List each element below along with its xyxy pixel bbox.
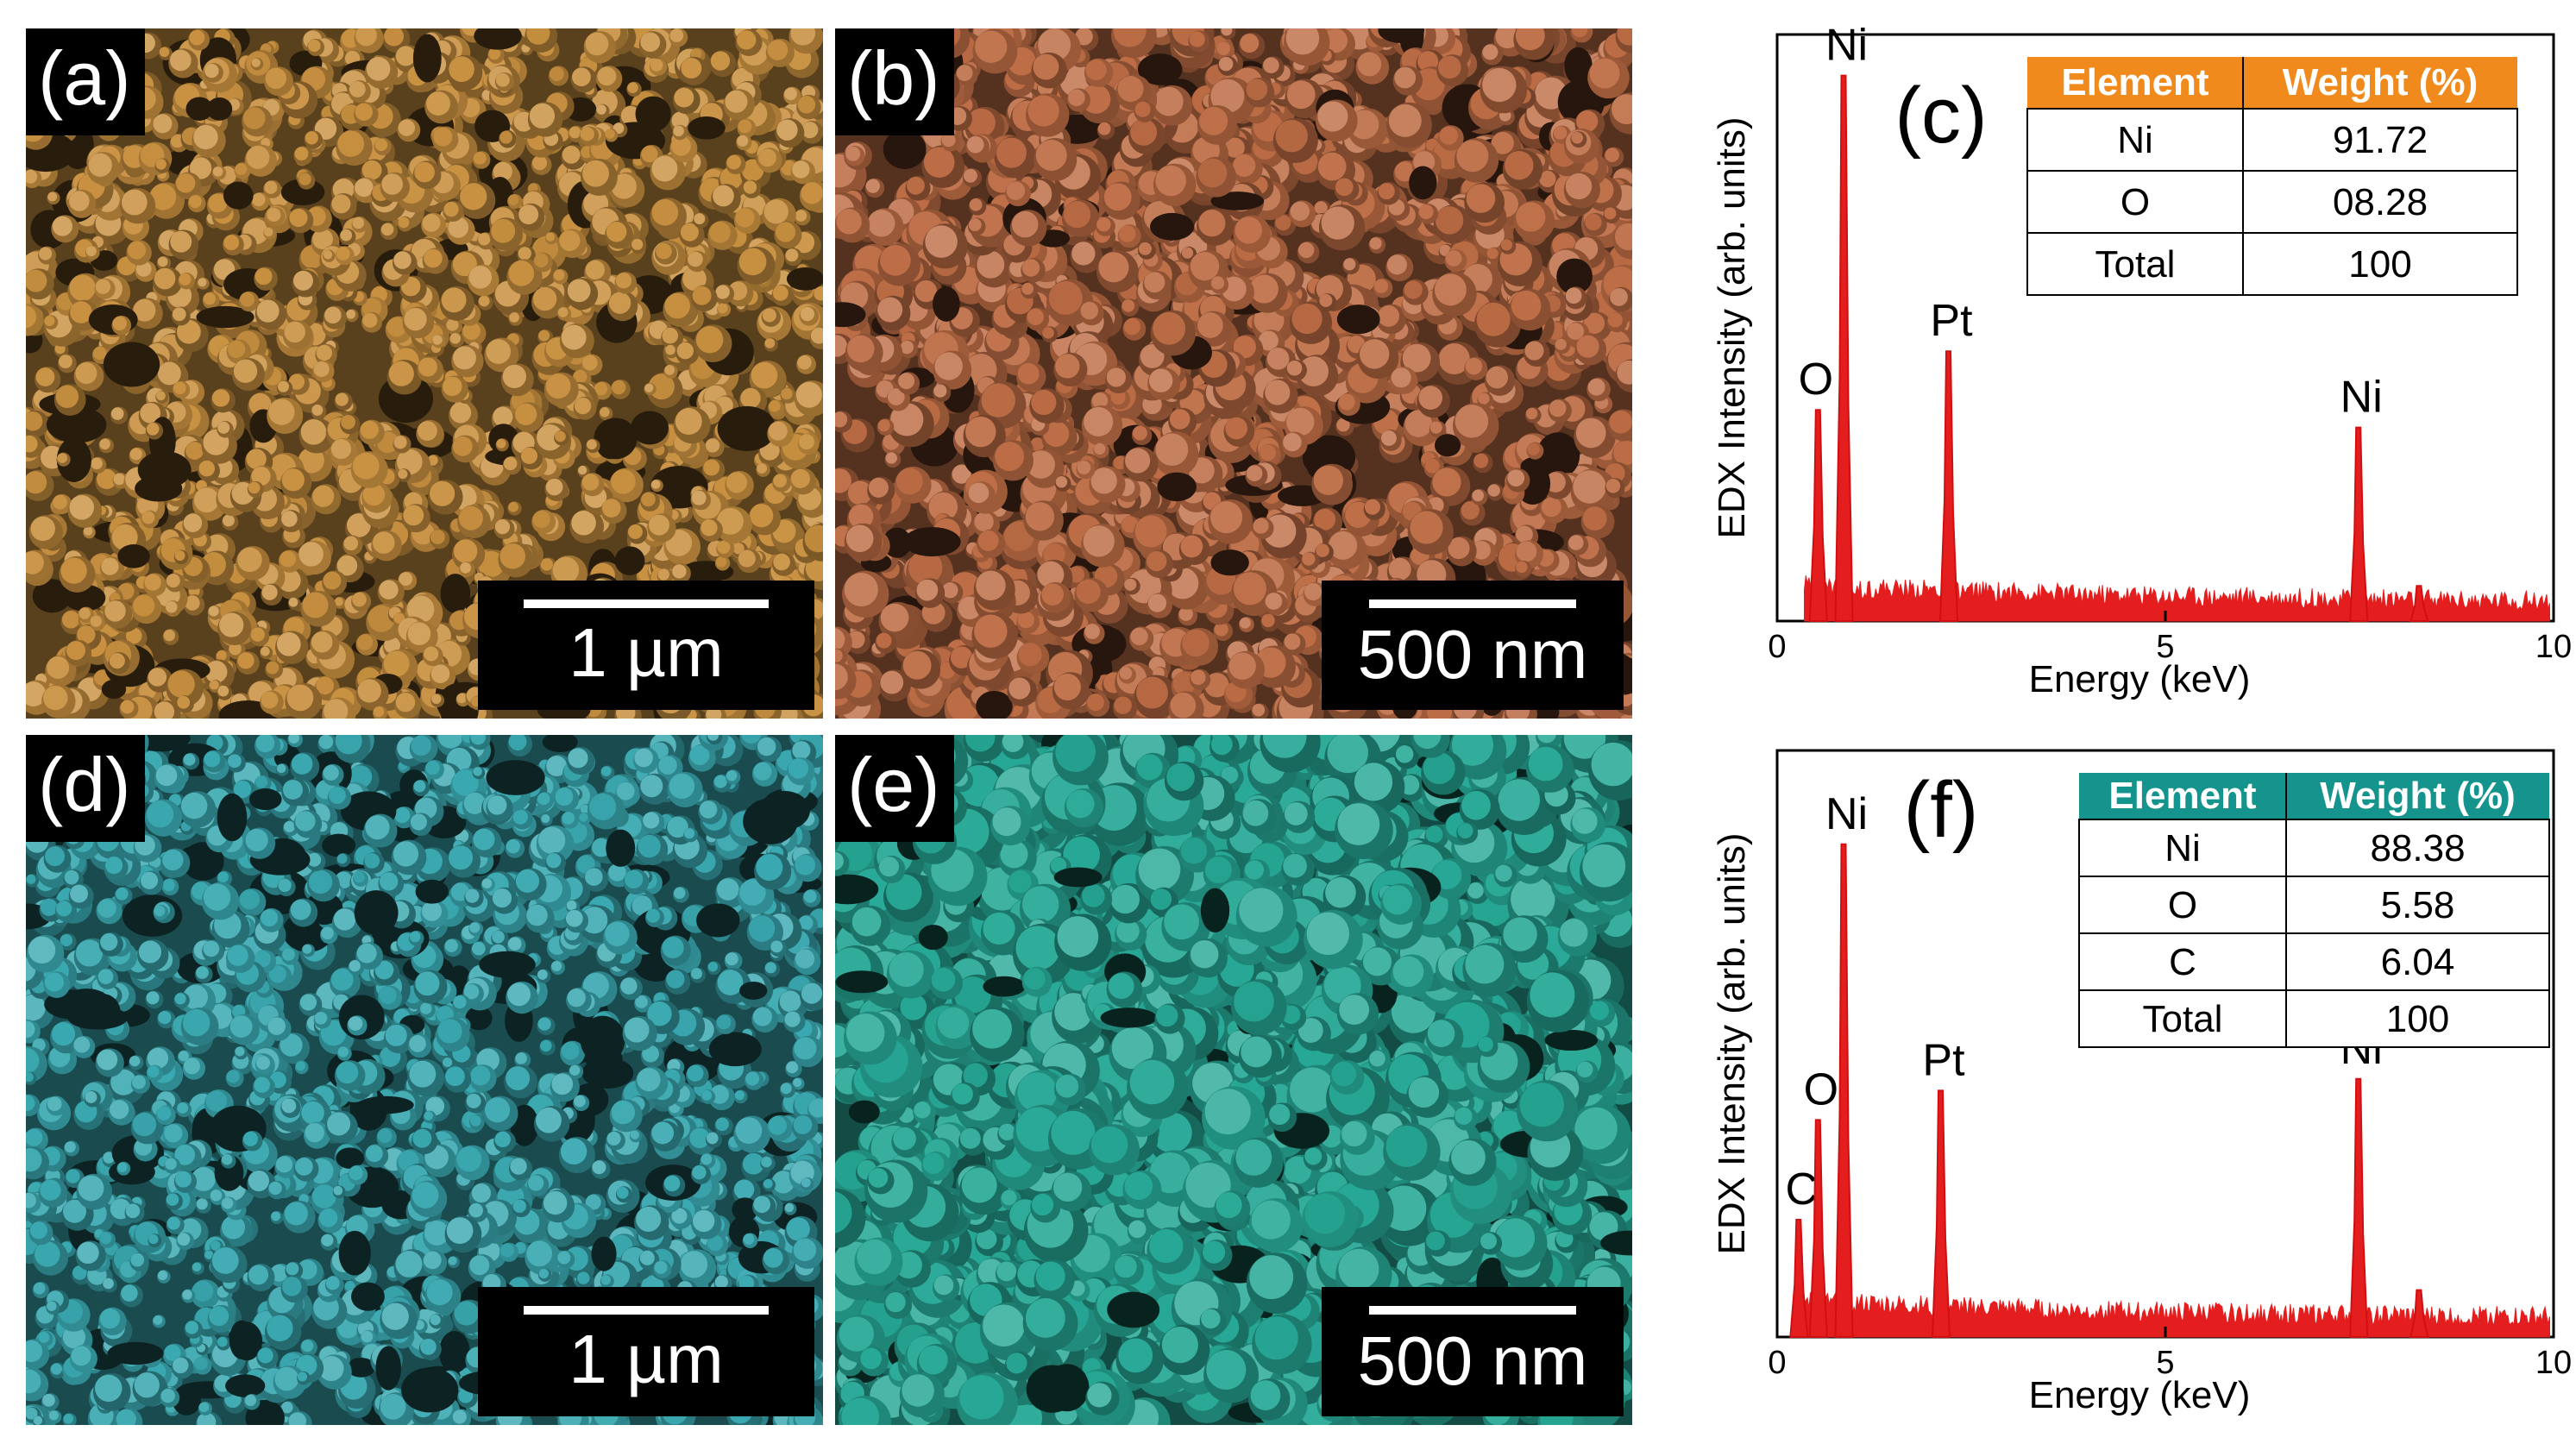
edx-chart-f: C O Ni Pt Ni 0 5 10 Energy (keV) EDX Intensity (a… bbox=[1682, 742, 2572, 1423]
x-axis-label-f: Energy (keV) bbox=[2029, 1374, 2251, 1416]
panel-label-c: (c) bbox=[1894, 72, 1987, 160]
scale-bar-line-b bbox=[1369, 599, 1576, 608]
table-cell-f-0-0: Ni bbox=[2164, 827, 2201, 869]
scale-bar-label-a: 1 µm bbox=[569, 614, 724, 691]
table-cell-c-2-1: 100 bbox=[2348, 243, 2411, 286]
peak-c-4 bbox=[2410, 585, 2429, 622]
x-axis-label-c: Energy (keV) bbox=[2029, 658, 2251, 700]
peak-label-c-2: Pt bbox=[1930, 296, 1973, 346]
scale-bar-line-d bbox=[524, 1306, 769, 1315]
scale-bar-b: 500 nm bbox=[1322, 581, 1624, 710]
peak-f-1 bbox=[1808, 1119, 1828, 1338]
table-cell-c-0-0: Ni bbox=[2117, 119, 2153, 161]
table-cell-c-1-1: 08.28 bbox=[2333, 181, 2428, 223]
scale-bar-a: 1 µm bbox=[478, 581, 814, 710]
table-header-bg-c bbox=[2027, 57, 2517, 109]
peak-c-2 bbox=[1938, 350, 1959, 622]
table-cell-c-1-0: O bbox=[2120, 181, 2150, 223]
peak-label-c-3: Ni bbox=[2340, 373, 2383, 423]
peak-label-c-0: O bbox=[1799, 355, 1833, 405]
peak-label-c-1: Ni bbox=[1825, 21, 1868, 71]
peak-f-4 bbox=[2349, 1077, 2369, 1338]
peak-f-0 bbox=[1789, 1219, 1809, 1338]
peak-c-0 bbox=[1808, 409, 1828, 622]
table-body-c bbox=[2026, 108, 2518, 296]
table-cell-f-2-1: 6.04 bbox=[2381, 941, 2455, 983]
scale-bar-label-b: 500 nm bbox=[1357, 616, 1588, 693]
sem-texture-d bbox=[26, 735, 823, 1425]
sem-image-b: (b) 500 nm bbox=[835, 28, 1632, 719]
edx-chart-c-svg: O Ni Pt Ni 0 5 10 Energy (keV) EDX Intensity (ar… bbox=[1711, 21, 2572, 700]
y-axis-label-c: EDX Intensity (arb. units) bbox=[1711, 116, 1753, 538]
sem-texture-e bbox=[835, 735, 1632, 1425]
table-header-bg-f bbox=[2079, 773, 2549, 819]
table-header-f-1: Weight (%) bbox=[2320, 775, 2516, 817]
x-tick-label-f-1: 5 bbox=[2156, 1345, 2174, 1381]
x-tick-label-f-0: 0 bbox=[1768, 1345, 1786, 1381]
scale-bar-e: 500 nm bbox=[1322, 1287, 1624, 1416]
table-cell-f-1-1: 5.58 bbox=[2381, 884, 2455, 926]
edx-chart-c: O Ni Pt Ni 0 5 10 Energy (keV) EDX Intensity (ar… bbox=[1682, 21, 2572, 707]
panel-label-d: (d) bbox=[26, 735, 145, 842]
table-cell-f-0-1: 88.38 bbox=[2370, 827, 2465, 869]
table-cell-c-2-0: Total bbox=[2095, 243, 2176, 286]
scale-bar-line-a bbox=[524, 599, 769, 608]
peak-c-3 bbox=[2349, 426, 2369, 622]
table-cell-f-2-0: C bbox=[2169, 941, 2196, 983]
peak-label-f-2: Ni bbox=[1825, 789, 1868, 839]
sem-image-d: (d) 1 µm bbox=[26, 735, 823, 1425]
scale-bar-line-e bbox=[1369, 1306, 1576, 1315]
table-cell-c-0-1: 91.72 bbox=[2333, 119, 2428, 161]
x-tick-label-c-0: 0 bbox=[1768, 629, 1786, 665]
panel-label-b: (b) bbox=[835, 28, 954, 135]
peak-f-5 bbox=[2410, 1289, 2429, 1338]
table-header-f-0: Element bbox=[2108, 775, 2257, 817]
peak-label-f-0: C bbox=[1786, 1164, 1819, 1215]
table-header-c-0: Element bbox=[2061, 61, 2209, 104]
scale-bar-label-e: 500 nm bbox=[1357, 1322, 1588, 1399]
table-cell-f-3-0: Total bbox=[2143, 998, 2223, 1040]
scale-bar-label-d: 1 µm bbox=[569, 1321, 724, 1397]
peak-label-f-3: Pt bbox=[1922, 1035, 1965, 1085]
x-tick-label-f-2: 10 bbox=[2535, 1345, 2572, 1381]
table-cell-f-3-1: 100 bbox=[2386, 998, 2449, 1040]
scale-bar-d: 1 µm bbox=[478, 1287, 814, 1416]
x-tick-label-c-2: 10 bbox=[2535, 629, 2572, 665]
table-cell-f-1-0: O bbox=[2168, 884, 2197, 926]
sem-image-a: (a) 1 µm bbox=[26, 28, 823, 719]
y-axis-label-f: EDX Intensity (arb. units) bbox=[1711, 832, 1753, 1254]
table-header-c-1: Weight (%) bbox=[2283, 61, 2479, 104]
peak-f-2 bbox=[1834, 843, 1854, 1338]
sem-texture-a bbox=[26, 28, 823, 719]
panel-label-a: (a) bbox=[26, 28, 145, 135]
peak-label-f-1: O bbox=[1804, 1064, 1838, 1114]
panel-label-f: (f) bbox=[1904, 766, 1979, 854]
sem-image-e: (e) 500 nm bbox=[835, 735, 1632, 1425]
peak-f-3 bbox=[1931, 1089, 1951, 1338]
panel-label-e: (e) bbox=[835, 735, 954, 842]
peak-c-1 bbox=[1834, 74, 1854, 622]
x-tick-label-c-1: 5 bbox=[2156, 629, 2174, 665]
